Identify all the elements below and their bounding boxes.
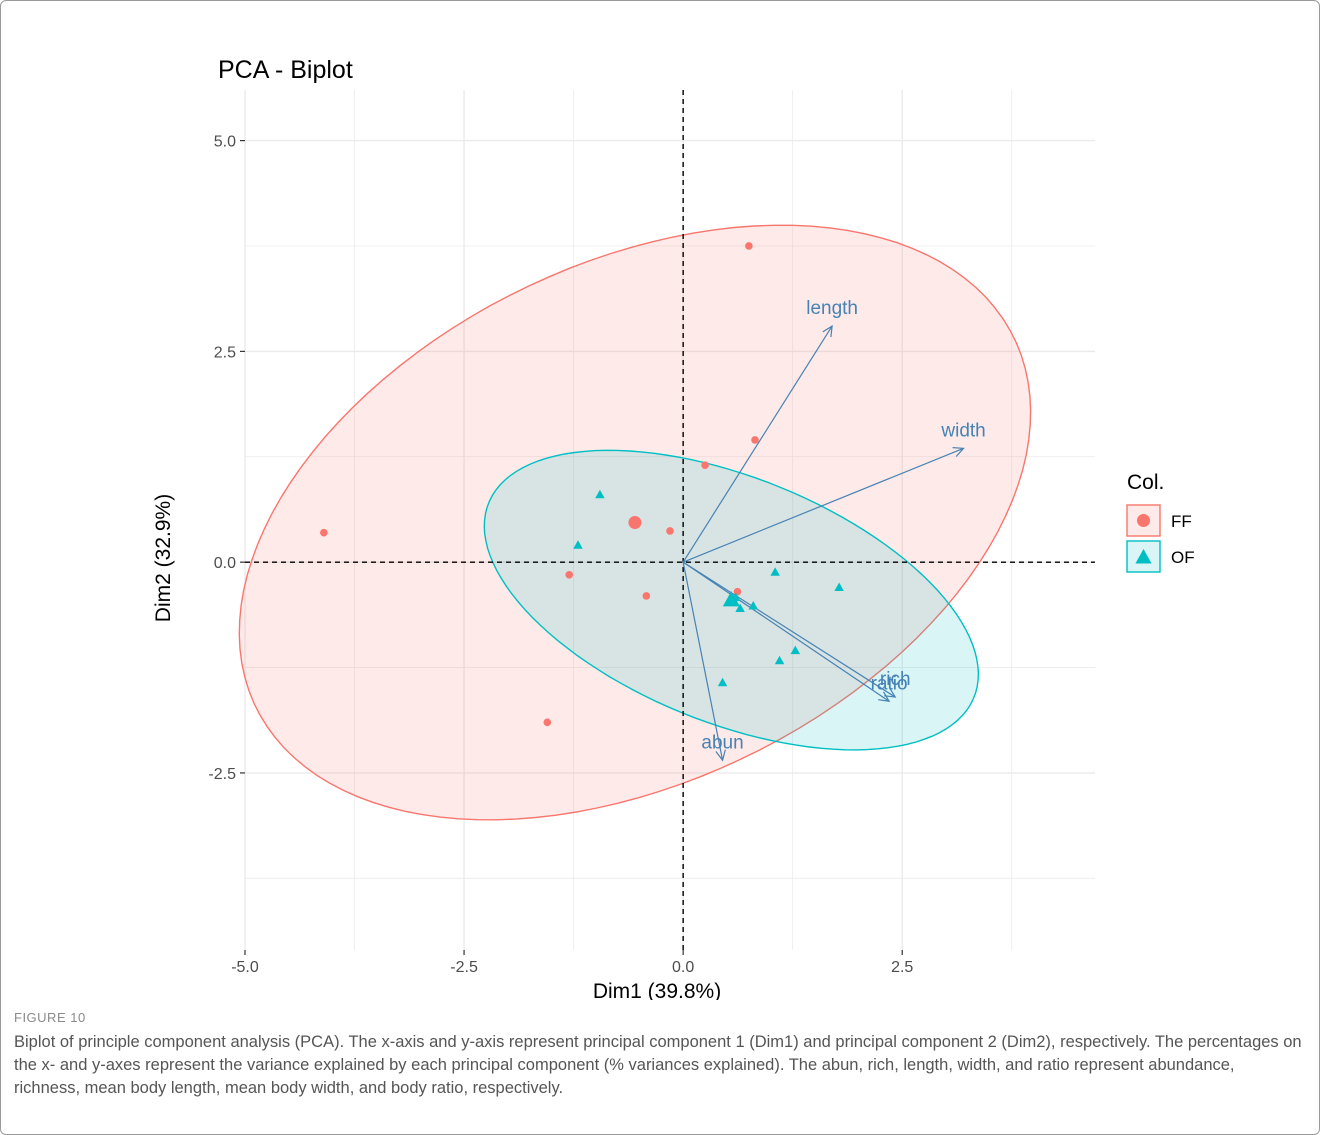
y-tick-label: -2.5 xyxy=(208,766,236,783)
x-axis-ticks: -5.0 -2.5 0.0 2.5 xyxy=(231,950,913,976)
arrowhead-length xyxy=(822,324,833,338)
point-ff xyxy=(751,436,759,444)
legend: Col. FF OF xyxy=(1126,471,1195,573)
point-ff xyxy=(543,718,552,727)
point-of xyxy=(774,655,785,665)
arrowhead-width xyxy=(952,447,965,457)
loading-arrow-length xyxy=(682,325,833,563)
point-of xyxy=(573,540,583,549)
y-axis-ticks: -2.5 0.0 2.5 5.0 xyxy=(208,134,245,783)
data-points xyxy=(320,242,844,727)
loading-label-abun: abun xyxy=(701,732,743,753)
point-ff xyxy=(320,528,328,537)
loading-arrow-abun xyxy=(682,562,724,761)
legend-label-ff: FF xyxy=(1171,512,1192,531)
reference-lines xyxy=(245,90,1095,950)
loading-label-rich: rich xyxy=(880,669,911,690)
arrowhead-abun xyxy=(715,749,726,762)
legend-label-of: OF xyxy=(1171,548,1195,567)
figure-caption-text: Biplot of principle component analysis (… xyxy=(14,1033,1302,1097)
y-tick-label: 5.0 xyxy=(214,134,236,151)
point-of xyxy=(735,603,745,613)
loading-label-ratio: ratio xyxy=(871,673,908,694)
loading-arrow-width xyxy=(682,447,964,563)
point-of xyxy=(717,677,728,687)
y-tick-label: 2.5 xyxy=(214,344,236,361)
x-tick-label: -5.0 xyxy=(231,959,259,976)
point-of xyxy=(595,489,605,499)
loading-label-length: length xyxy=(806,298,858,319)
point-ff xyxy=(565,571,574,579)
arrowhead-ratio xyxy=(878,691,891,703)
legend-marker-ff xyxy=(1137,514,1150,527)
y-axis-label: Dim2 (32.9%) xyxy=(152,494,175,622)
x-tick-label: 0.0 xyxy=(672,959,694,976)
loading-arrow-ratio xyxy=(682,561,890,702)
legend-marker-of xyxy=(1135,549,1152,564)
point-of xyxy=(834,582,844,591)
point-of xyxy=(790,645,801,655)
legend-title: Col. xyxy=(1127,471,1164,494)
figure-label: FIGURE 10 xyxy=(14,1010,86,1025)
centroid-ff xyxy=(628,516,642,530)
point-ff xyxy=(642,592,651,600)
chart-title: PCA - Biplot xyxy=(218,56,353,84)
loading-arrow-rich xyxy=(682,561,896,698)
x-tick-label: 2.5 xyxy=(891,959,913,976)
point-of xyxy=(748,601,758,610)
x-axis-label: Dim1 (39.8%) xyxy=(593,980,721,1000)
arrowhead-rich xyxy=(884,687,897,698)
point-of xyxy=(770,567,780,576)
figure-caption: FIGURE 10 Biplot of principle component … xyxy=(14,1010,1304,1100)
y-tick-label: 0.0 xyxy=(214,555,236,572)
point-ff xyxy=(666,527,674,535)
x-tick-label: -2.5 xyxy=(450,959,478,976)
loading-label-width: width xyxy=(940,420,985,441)
centroid-of xyxy=(722,591,740,607)
point-ff xyxy=(745,242,753,250)
point-ff xyxy=(701,461,709,469)
